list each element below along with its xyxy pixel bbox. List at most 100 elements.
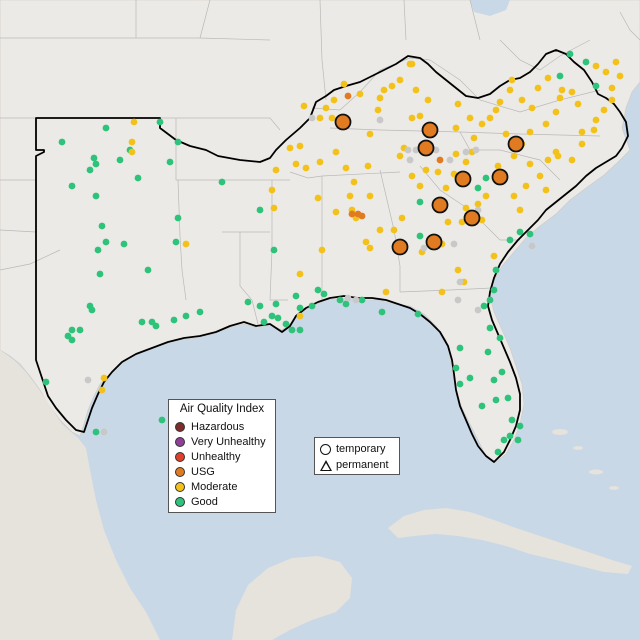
usg-temporary-monitor-marker — [391, 238, 409, 256]
station-good-marker — [592, 82, 600, 90]
station-mod-marker — [434, 168, 442, 176]
station-mod-marker — [568, 156, 576, 164]
station-mod-marker — [510, 192, 518, 200]
usg-temporary-monitor-marker — [507, 135, 525, 153]
station-mod-marker — [496, 98, 504, 106]
station-good-marker — [174, 138, 182, 146]
station-mod-marker — [542, 120, 550, 128]
mexico-land — [0, 350, 160, 640]
station-good-marker — [504, 394, 512, 402]
legend-title: Air Quality Index — [179, 403, 265, 415]
station-mod-marker — [556, 94, 564, 102]
station-mod-marker — [412, 86, 420, 94]
station-good-marker — [452, 364, 460, 372]
station-mod-marker — [608, 84, 616, 92]
station-good-marker — [174, 214, 182, 222]
station-mod-marker — [296, 142, 304, 150]
station-mod-marker — [396, 76, 404, 84]
usg-temporary-monitor-marker — [425, 233, 443, 251]
station-good-marker — [516, 228, 524, 236]
station-usg-marker — [348, 210, 356, 218]
station-gray-marker — [100, 428, 108, 436]
station-good-marker — [490, 286, 498, 294]
station-mod-marker — [356, 90, 364, 98]
station-good-marker — [156, 118, 164, 126]
monitor-stations — [42, 50, 624, 456]
station-mod-marker — [332, 148, 340, 156]
legend-label-usg: USG — [191, 466, 215, 478]
station-mod-marker — [510, 152, 518, 160]
station-good-marker — [90, 154, 98, 162]
station-mod-marker — [612, 58, 620, 66]
station-good-marker — [58, 138, 66, 146]
station-mod-marker — [558, 86, 566, 94]
station-mod-marker — [600, 106, 608, 114]
station-good-marker — [342, 300, 350, 308]
station-mod-marker — [454, 266, 462, 274]
station-good-marker — [314, 286, 322, 294]
station-mod-marker — [182, 240, 190, 248]
station-good-marker — [166, 158, 174, 166]
station-mod-marker — [270, 204, 278, 212]
station-good-marker — [492, 266, 500, 274]
station-good-marker — [268, 312, 276, 320]
station-mod-marker — [316, 114, 324, 122]
circle-icon — [320, 443, 331, 455]
station-good-marker — [414, 310, 422, 318]
station-gray-marker — [456, 278, 464, 286]
station-mod-marker — [318, 246, 326, 254]
station-good-marker — [92, 160, 100, 168]
usg-temporary-monitor-marker — [431, 196, 449, 214]
station-good-marker — [102, 238, 110, 246]
station-mod-marker — [300, 102, 308, 110]
station-mod-marker — [330, 96, 338, 104]
hazardous-dot-icon — [175, 422, 185, 432]
station-mod-marker — [574, 100, 582, 108]
station-mod-marker — [286, 144, 294, 152]
station-mod-marker — [568, 88, 576, 96]
station-mod-marker — [322, 104, 330, 112]
station-good-marker — [492, 396, 500, 404]
station-mod-marker — [374, 106, 382, 114]
station-good-marker — [582, 58, 590, 66]
station-good-marker — [282, 320, 290, 328]
station-mod-marker — [390, 226, 398, 234]
station-gray-marker — [450, 240, 458, 248]
station-mod-marker — [526, 160, 534, 168]
station-mod-marker — [522, 182, 530, 190]
station-mod-marker — [302, 164, 310, 172]
station-mod-marker — [608, 96, 616, 104]
station-gray-marker — [528, 242, 536, 250]
bahamas-islands — [552, 429, 619, 490]
station-good-marker — [116, 156, 124, 164]
station-good-marker — [196, 308, 204, 316]
station-good-marker — [516, 422, 524, 430]
lake-erie — [470, 0, 510, 16]
station-mod-marker — [592, 62, 600, 70]
station-good-marker — [480, 302, 488, 310]
shape-legend: temporary permanent — [314, 437, 400, 475]
station-mod-marker — [268, 186, 276, 194]
station-gray-marker — [344, 294, 352, 302]
station-mod-marker — [516, 206, 524, 214]
station-mod-marker — [340, 80, 348, 88]
cuba-land — [388, 508, 632, 574]
station-good-marker — [296, 326, 304, 334]
station-mod-marker — [494, 162, 502, 170]
station-good-marker — [466, 374, 474, 382]
station-mod-marker — [452, 124, 460, 132]
station-mod-marker — [506, 86, 514, 94]
station-mod-marker — [328, 114, 336, 122]
station-good-marker — [88, 306, 96, 314]
station-mod-marker — [98, 386, 106, 394]
station-mod-marker — [482, 192, 490, 200]
station-good-marker — [506, 432, 514, 440]
station-good-marker — [94, 246, 102, 254]
station-good-marker — [378, 308, 386, 316]
station-mod-marker — [398, 214, 406, 222]
station-good-marker — [182, 312, 190, 320]
station-mod-marker — [486, 114, 494, 122]
legend-label-unhealthy: Unhealthy — [191, 451, 241, 463]
usg-temporary-monitor-marker — [454, 170, 472, 188]
